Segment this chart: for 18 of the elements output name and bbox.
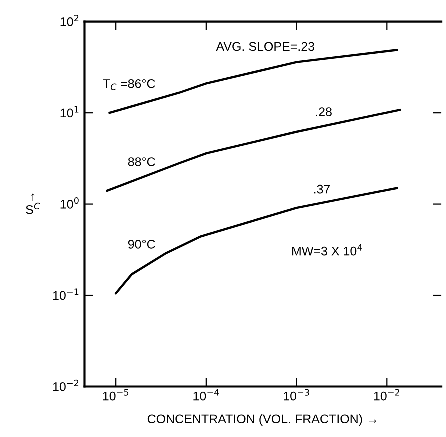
y-tick-label: 10$^{1}$ <box>60 106 79 118</box>
annotation: 88°C <box>128 158 156 166</box>
y-tick-label: 10$^{0}$ <box>60 197 79 209</box>
annotation: .28 <box>316 108 332 116</box>
annotation: AVG. SLOPE=.23 <box>216 42 314 52</box>
x-tick-label: 10$^{−5}$ <box>103 389 129 401</box>
y-tick-label: 10$^{−1}$ <box>53 288 79 300</box>
x-tick-label: 10$^{−3}$ <box>284 389 310 401</box>
x-tick-label: 10$^{−2}$ <box>374 389 400 401</box>
annotation: MW=3 X 10$^{4}$ <box>292 244 362 256</box>
x-axis-title: CONCENTRATION (VOL. FRACTION) → <box>148 414 376 426</box>
y-axis-title: ↑ S$^{C}$ <box>26 194 40 214</box>
annotation: T$_{C}$ =86°C <box>103 79 156 90</box>
y-tick-label: 10$^{2}$ <box>60 15 79 26</box>
x-tick-label: 10$^{−4}$ <box>194 389 220 401</box>
annotation: 90°C <box>128 240 156 249</box>
y-tick-label: 10$^{−2}$ <box>53 380 79 392</box>
annotation: .37 <box>314 184 330 194</box>
